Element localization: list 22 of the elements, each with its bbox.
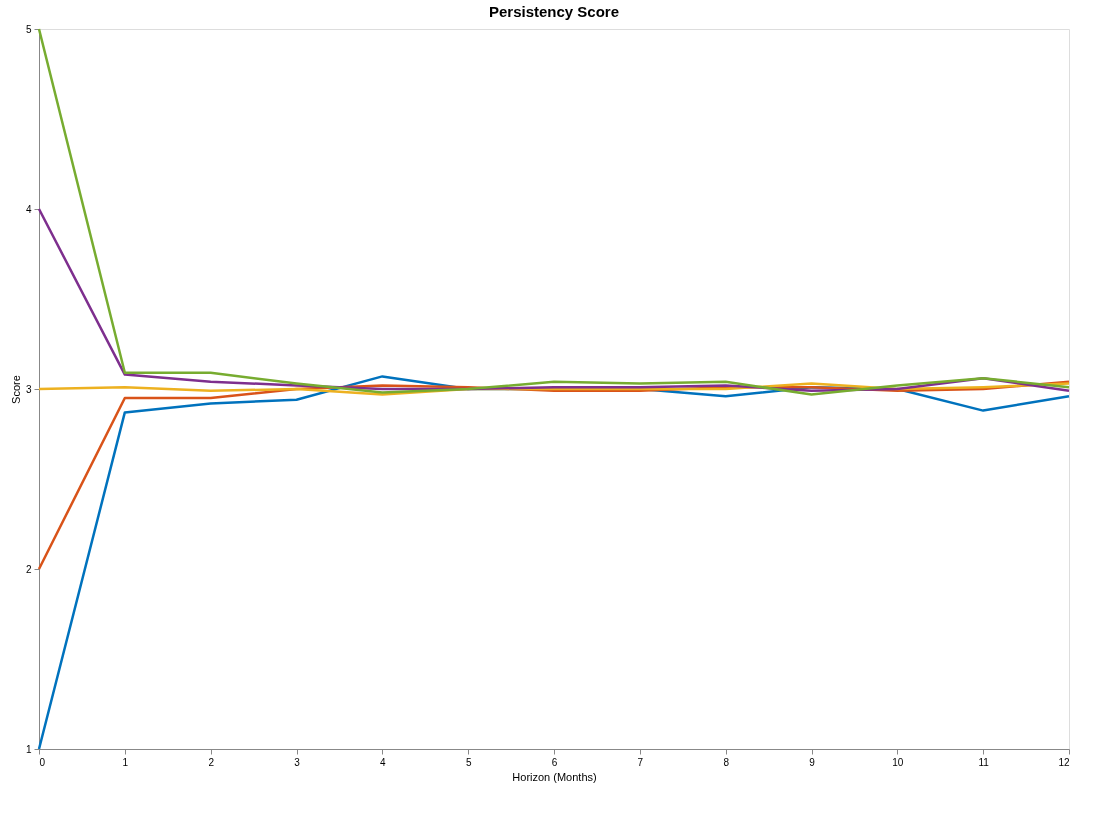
- line-series: [37, 27, 1071, 396]
- x-tick-label: 4: [380, 756, 387, 768]
- chart-title: Persistency Score: [488, 3, 620, 20]
- x-tick-label: 0: [39, 756, 46, 768]
- x-axis-title: Horizon (Months): [512, 770, 597, 783]
- y-axis-title: Score: [9, 375, 22, 404]
- y-tick-label: 2: [25, 563, 32, 575]
- x-tick-label: 9: [809, 756, 816, 768]
- x-tick-label: 1: [122, 756, 129, 768]
- y-tick-label: 5: [25, 23, 32, 35]
- x-tick-label: 7: [637, 756, 644, 768]
- x-tick-label: 6: [551, 756, 558, 768]
- x-tick-label: 8: [723, 756, 730, 768]
- y-tick-label: 4: [25, 203, 32, 215]
- x-tick-label: 2: [208, 756, 215, 768]
- x-tick-label: 5: [465, 756, 472, 768]
- x-tick-label: 12: [1058, 756, 1070, 768]
- y-tick-label: 3: [25, 383, 32, 395]
- x-tick-label: 3: [294, 756, 301, 768]
- y-tick-label: 1: [25, 743, 32, 755]
- x-tick-label: 10: [892, 756, 904, 768]
- x-tick-label: 11: [978, 756, 990, 768]
